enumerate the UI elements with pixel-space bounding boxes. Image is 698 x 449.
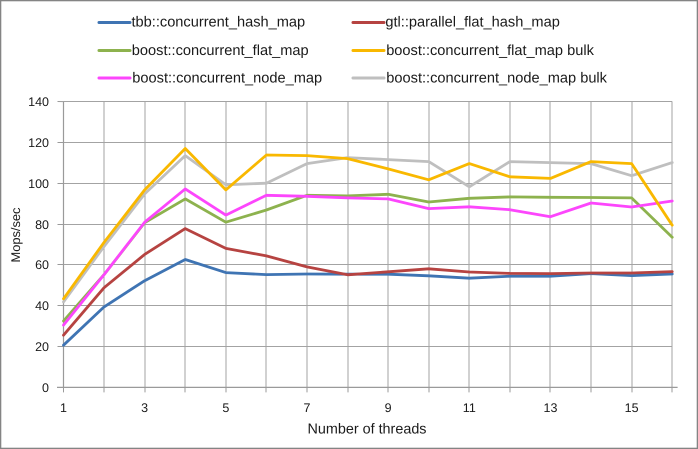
svg-text:3: 3 [141,401,148,415]
svg-text:0: 0 [42,381,49,395]
svg-text:7: 7 [304,401,311,415]
svg-text:boost::concurrent_flat_map: boost::concurrent_flat_map [132,43,309,59]
svg-text:120: 120 [28,136,49,150]
svg-text:80: 80 [35,218,49,232]
svg-text:boost::concurrent_node_map: boost::concurrent_node_map [132,71,322,87]
svg-text:140: 140 [28,95,49,109]
svg-text:gtl::parallel_flat_hash_map: gtl::parallel_flat_hash_map [385,15,559,31]
svg-text:20: 20 [35,340,49,354]
svg-text:11: 11 [463,401,476,415]
svg-text:boost::concurrent_flat_map bul: boost::concurrent_flat_map bulk [386,43,594,59]
svg-text:60: 60 [35,258,49,272]
svg-text:Number of threads: Number of threads [308,422,427,438]
svg-text:1: 1 [60,401,67,415]
svg-text:boost::concurrent_node_map bul: boost::concurrent_node_map bulk [386,71,607,87]
svg-text:100: 100 [28,177,49,191]
svg-text:5: 5 [222,401,229,415]
svg-text:40: 40 [35,299,49,313]
svg-text:13: 13 [544,401,558,415]
svg-text:9: 9 [385,401,392,415]
svg-text:15: 15 [625,401,639,415]
svg-text:Mops/sec: Mops/sec [9,208,23,263]
svg-text:tbb::concurrent_hash_map: tbb::concurrent_hash_map [132,15,306,31]
